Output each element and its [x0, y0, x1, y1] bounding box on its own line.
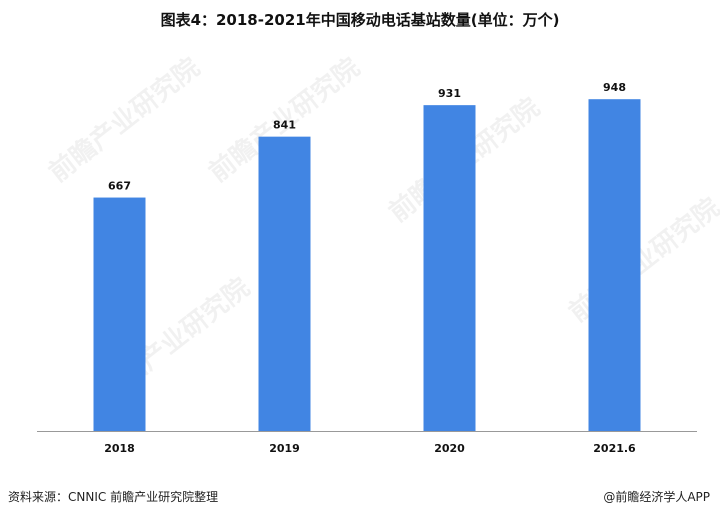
chart-title: 图表4：2018-2021年中国移动电话基站数量(单位：万个) [160, 11, 560, 29]
source-note: 资料来源：CNNIC 前瞻产业研究院整理 [8, 490, 219, 504]
x-tick-label-2021.6: 2021.6 [593, 442, 636, 455]
bar-2019 [258, 136, 311, 431]
bar-2020 [423, 105, 476, 432]
bar-2021.6 [588, 99, 641, 431]
data-label-2021.6: 948 [603, 81, 626, 94]
data-label-2020: 931 [438, 87, 461, 100]
credit-note: @前瞻经济学人APP [603, 490, 710, 504]
bar-2018 [93, 197, 146, 431]
x-tick-label-2019: 2019 [269, 442, 300, 455]
data-label-2018: 667 [108, 180, 131, 193]
data-label-2019: 841 [273, 119, 296, 132]
x-tick-label-2020: 2020 [434, 442, 465, 455]
x-tick-label-2018: 2018 [104, 442, 135, 455]
